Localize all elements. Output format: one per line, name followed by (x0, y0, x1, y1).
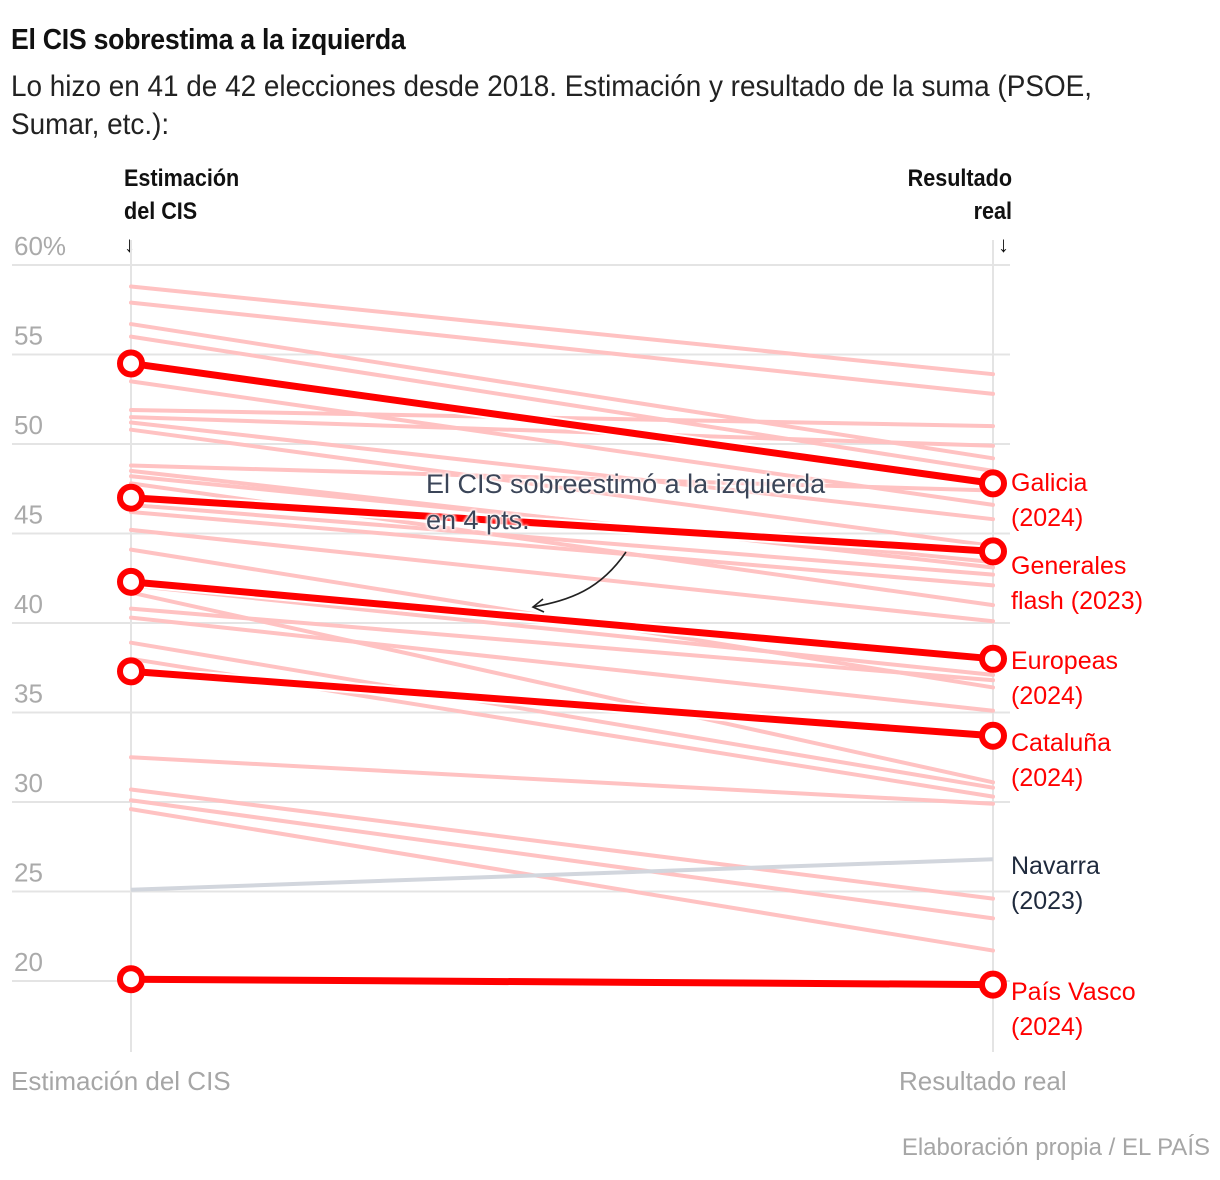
series-label-year: (2024) (1011, 682, 1084, 710)
series-line (130, 667, 994, 740)
right-column-header-line1: Resultado (907, 165, 1012, 192)
annotation-line2: en 4 pts. (426, 505, 530, 535)
estimate-point (117, 483, 145, 512)
series-line (130, 578, 994, 663)
background-series-line (129, 379, 995, 507)
annotation-arrow (532, 551, 627, 608)
series-label-name: Cataluña (1011, 729, 1112, 757)
background-series-line (129, 583, 995, 677)
source-credit: Elaboración propia / EL PAÍS (901, 1134, 1210, 1161)
series-label: Europeas (2024) (1011, 644, 1118, 714)
background-series-line (129, 420, 995, 522)
result-point (979, 644, 1007, 673)
estimate-point (117, 965, 145, 994)
series-label-year: (2023) (1011, 887, 1084, 915)
x-category-label: Estimación del CIS (11, 1066, 231, 1096)
right-column-header-line2: real (973, 198, 1012, 225)
annotation-arrowhead-icon (531, 598, 545, 613)
series-label-name: País Vasco (1011, 978, 1136, 1006)
background-series-line (129, 300, 995, 396)
background-series-line (129, 606, 995, 683)
series-label: Navarra (2023) (1011, 849, 1100, 919)
y-tick-label: 25 (14, 858, 43, 888)
series-label-year: (2024) (1011, 1013, 1084, 1041)
y-tick-label: 35 (14, 679, 43, 709)
series-line (130, 494, 994, 555)
y-tick-label: 30 (14, 768, 43, 798)
series-label: Cataluña (2024) (1011, 726, 1111, 796)
right-column-header: Resultado real (908, 162, 1012, 228)
y-tick-label: 40 (14, 589, 43, 619)
background-series-line (129, 527, 995, 624)
left-column-header-line2: del CIS (124, 198, 198, 225)
annotation: El CIS sobreestimó a la izquierda en 4 p… (426, 466, 825, 538)
series-line (130, 857, 994, 892)
series-label-name: Navarra (1011, 852, 1100, 880)
background-series-line (129, 590, 995, 785)
background-series-line (129, 640, 995, 790)
background-series-line (129, 510, 995, 588)
y-tick-label: 60% (14, 231, 66, 261)
chart-subtitle: Lo hizo en 41 de 42 elecciones desde 201… (11, 70, 1093, 141)
series-label: Generales flash (2023) (1011, 549, 1143, 619)
background-series-line (129, 415, 995, 448)
background-series-line (129, 284, 995, 377)
left-column-header: Estimación del CIS (124, 162, 239, 228)
y-tick-label: 45 (14, 500, 43, 530)
background-series-line (129, 427, 995, 549)
series-label: Galicia (2024) (1011, 466, 1087, 536)
estimate-point (117, 657, 145, 686)
series-label-year: (2024) (1011, 764, 1084, 792)
series-label-name: Generales (1011, 552, 1127, 580)
estimate-point (117, 567, 145, 596)
y-axis-ticks: 20 25 30 35 40 45 50 55 60% (14, 231, 66, 977)
result-point (979, 970, 1007, 999)
highlighted-series (117, 349, 1007, 999)
x-category-label: Resultado real (899, 1066, 1067, 1096)
background-series-line (129, 322, 995, 461)
background-series-line (129, 502, 995, 577)
result-point (979, 721, 1007, 750)
series-line (130, 359, 994, 487)
series-line (130, 975, 994, 989)
background-series-line (129, 755, 995, 806)
result-point (979, 469, 1007, 498)
series-label-name: Europeas (1011, 647, 1119, 675)
series-label: País Vasco (2024) (1011, 975, 1136, 1045)
y-tick-label: 55 (14, 321, 43, 351)
down-arrow-icon: ↓ (124, 232, 135, 257)
background-series-line (129, 798, 995, 921)
background-series-line (129, 463, 995, 493)
series-label-name: Galicia (1011, 469, 1088, 497)
left-column-header-line1: Estimación (124, 165, 240, 192)
series-label-year: flash (2023) (1011, 587, 1144, 615)
estimate-point (117, 349, 145, 378)
series-label-year: (2024) (1011, 504, 1084, 532)
down-arrow-icon: ↓ (998, 232, 1009, 257)
background-series-line (129, 615, 995, 713)
annotation-line1: El CIS sobreestimó a la izquierda (426, 469, 826, 499)
background-series-line (129, 787, 995, 901)
background-series-line (129, 807, 995, 953)
y-tick-label: 20 (14, 947, 43, 977)
chart-title: El CIS sobrestima a la izquierda (11, 24, 406, 56)
result-point (979, 537, 1007, 566)
background-series-line (129, 334, 995, 473)
y-tick-label: 50 (14, 410, 43, 440)
